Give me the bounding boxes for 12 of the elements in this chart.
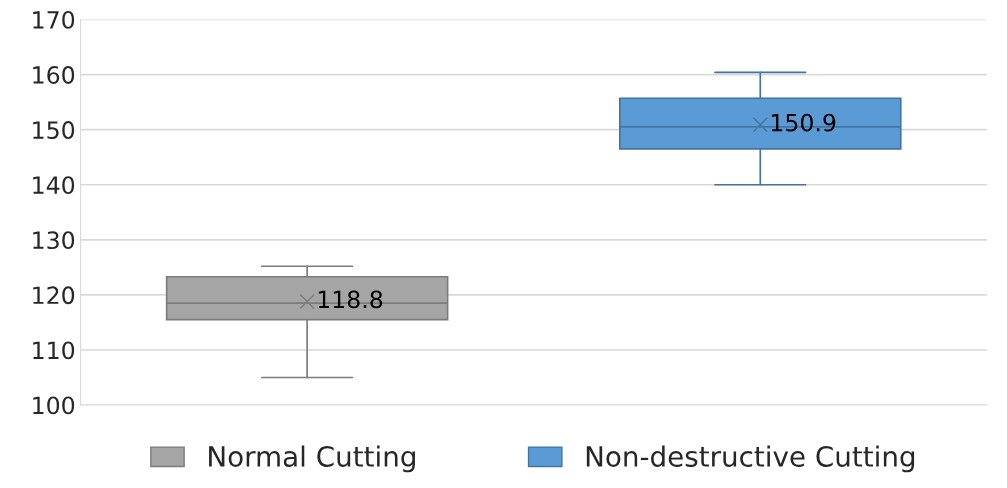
legend-label: Normal Cutting xyxy=(209,445,415,473)
y-tick-label: 100 xyxy=(33,396,75,415)
y-tick-label: 110 xyxy=(33,341,75,360)
y-tick-label: 160 xyxy=(33,66,75,84)
y-tick-label: 140 xyxy=(33,176,75,195)
text: 150.9 xyxy=(771,113,836,132)
legend-label: Non-destructive Cutting xyxy=(586,445,915,473)
y-tick-label: 130 xyxy=(33,231,75,250)
y-tick-label: 170 xyxy=(33,10,75,29)
text: 118.8 xyxy=(318,290,383,309)
y-tick-label: 120 xyxy=(33,286,75,305)
y-tick-label: 150 xyxy=(33,121,75,139)
